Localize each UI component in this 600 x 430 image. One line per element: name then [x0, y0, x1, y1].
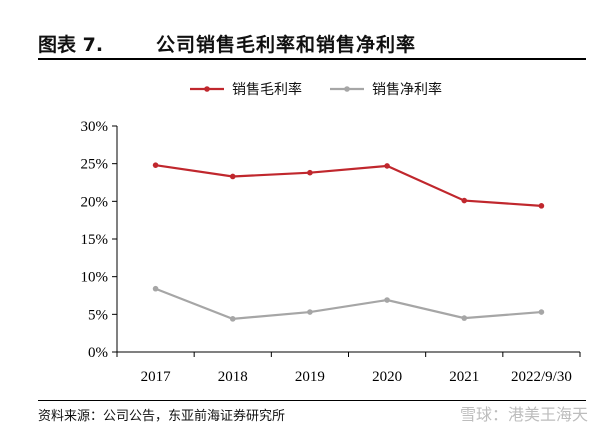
series-line-1 [155, 164, 542, 207]
figure-header: 图表 7. 公司销售毛利率和销售净利率 [38, 26, 586, 58]
legend: 销售毛利率 销售净利率 [190, 81, 442, 98]
source-note: 资料来源：公司公告，东亚前海证券研究所 [38, 409, 286, 424]
x-tick-label: 2018 [218, 369, 248, 385]
data-point-s1-4 [384, 163, 390, 169]
y-tick-label: 30% [81, 119, 109, 135]
legend-label-1: 销售毛利率 [232, 81, 302, 98]
legend-label-2: 销售净利率 [372, 81, 442, 98]
data-point-s2-3 [307, 309, 313, 315]
y-tick-label: 10% [81, 270, 109, 286]
x-tick-label: 2020 [372, 369, 402, 385]
data-point-s1-6 [538, 203, 545, 209]
figure-title: 公司销售毛利率和销售净利率 [156, 34, 417, 56]
series-line-2 [155, 287, 542, 320]
watermark: 雪球：港美王海天 [459, 405, 588, 424]
x-tick-label: 2019 [295, 369, 325, 385]
series-layer [152, 162, 545, 322]
data-point-s1-1 [152, 162, 159, 168]
data-point-s2-2 [229, 316, 236, 322]
legend-swatch-marker-1 [204, 86, 210, 92]
x-tick-label: 2021 [449, 369, 479, 385]
data-point-s2-4 [384, 297, 390, 303]
legend-swatch-marker-2 [344, 86, 350, 92]
x-tick-label: 2022/9/30 [511, 369, 572, 385]
data-point-s2-6 [538, 309, 545, 315]
y-tick-label: 15% [81, 232, 109, 248]
line-chart: 销售毛利率 销售净利率 0% 5% 10% 15% 20% 25% 30% 2017 2018 20… [81, 81, 581, 385]
footer-rule [38, 400, 586, 401]
data-point-s1-2 [229, 173, 236, 180]
axes: 0% 5% 10% 15% 20% 25% 30% 2017 2018 2019 2020 2021 2… [81, 119, 581, 385]
data-point-s2-5 [461, 315, 468, 321]
figure-label: 图表 7. [38, 34, 104, 56]
y-tick-label: 0% [88, 345, 108, 361]
y-tick-label: 5% [88, 307, 108, 323]
data-point-s1-3 [307, 169, 313, 176]
data-point-s2-1 [152, 285, 159, 292]
y-tick-label: 20% [81, 194, 109, 210]
x-tick-label: 2017 [141, 369, 172, 385]
header-rule [38, 58, 586, 60]
y-tick-label: 25% [81, 157, 109, 173]
data-point-s1-5 [461, 197, 468, 204]
